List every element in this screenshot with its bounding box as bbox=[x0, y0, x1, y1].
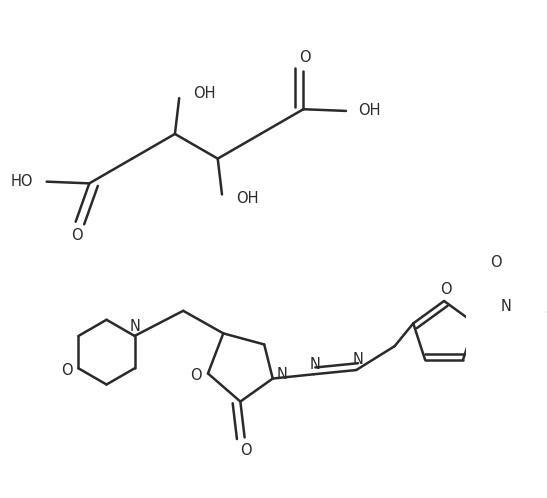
Text: HO: HO bbox=[10, 174, 33, 189]
Text: O: O bbox=[61, 363, 72, 377]
Text: O: O bbox=[490, 254, 502, 269]
Text: OH: OH bbox=[358, 104, 380, 119]
Text: O: O bbox=[241, 444, 252, 459]
Text: O: O bbox=[545, 306, 547, 322]
Text: O: O bbox=[190, 368, 202, 382]
Text: O: O bbox=[299, 50, 311, 65]
Text: O: O bbox=[72, 228, 83, 243]
Text: OH: OH bbox=[236, 191, 258, 206]
Text: N: N bbox=[310, 357, 321, 372]
Text: N: N bbox=[130, 319, 141, 334]
Text: O: O bbox=[440, 281, 452, 296]
Text: N: N bbox=[277, 367, 288, 382]
Text: N: N bbox=[352, 352, 363, 368]
Text: OH: OH bbox=[193, 86, 216, 102]
Text: N: N bbox=[501, 299, 512, 314]
